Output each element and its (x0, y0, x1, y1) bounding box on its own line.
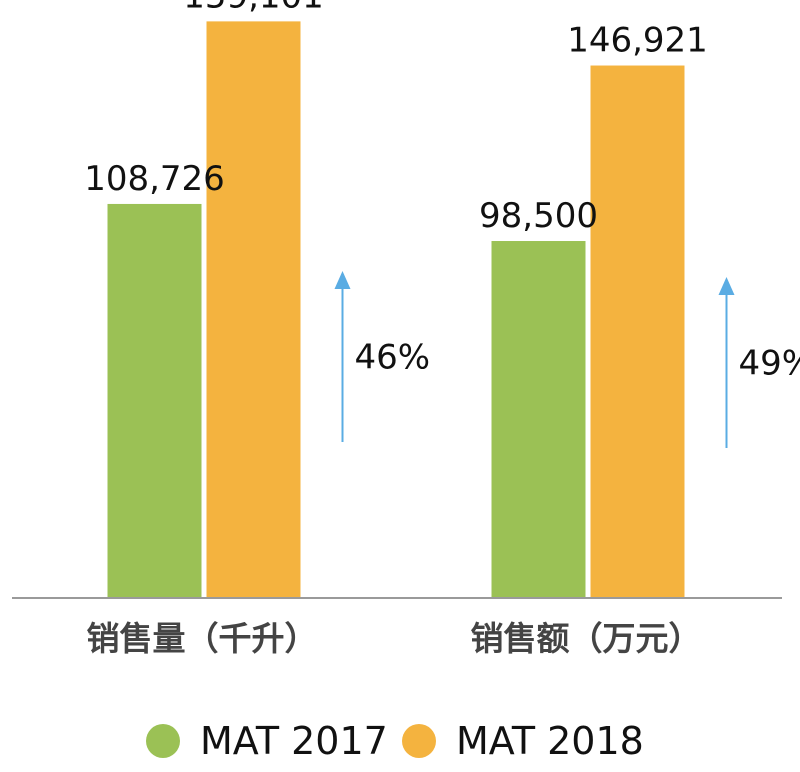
data-label-sales-volume-mat-2017: 108,726 (84, 159, 225, 199)
growth-arrow-head-sales-volume (334, 271, 351, 289)
bars-group (107, 21, 685, 599)
data-label-sales-volume-mat-2018: 159,101 (183, 0, 324, 16)
legend: MAT 2017 MAT 2018 (146, 719, 644, 763)
legend-marker-mat-2018 (402, 724, 436, 758)
legend-marker-mat-2017 (146, 724, 180, 758)
growth-label-sales-volume: 46% (355, 338, 431, 378)
legend-label-mat-2018: MAT 2018 (456, 719, 644, 763)
growth-arrows-group: 46% 49% (334, 271, 800, 448)
category-label-sales-amount: 销售额（万元） (471, 619, 702, 658)
bar-sales-volume-mat-2017 (107, 203, 202, 598)
growth-label-sales-amount: 49% (739, 344, 800, 384)
data-label-sales-amount-mat-2017: 98,500 (479, 196, 598, 236)
labels-group: 108,726 159,101 98,500 146,921 (84, 0, 708, 236)
bar-sales-amount-mat-2018 (590, 65, 685, 598)
bar-sales-volume-mat-2018 (206, 21, 301, 599)
legend-label-mat-2017: MAT 2017 (200, 719, 388, 763)
category-label-sales-volume: 销售量（千升） (87, 619, 318, 658)
growth-arrow-head-sales-amount (718, 277, 735, 295)
data-label-sales-amount-mat-2018: 146,921 (567, 21, 708, 61)
bar-sales-amount-mat-2017 (491, 241, 586, 598)
